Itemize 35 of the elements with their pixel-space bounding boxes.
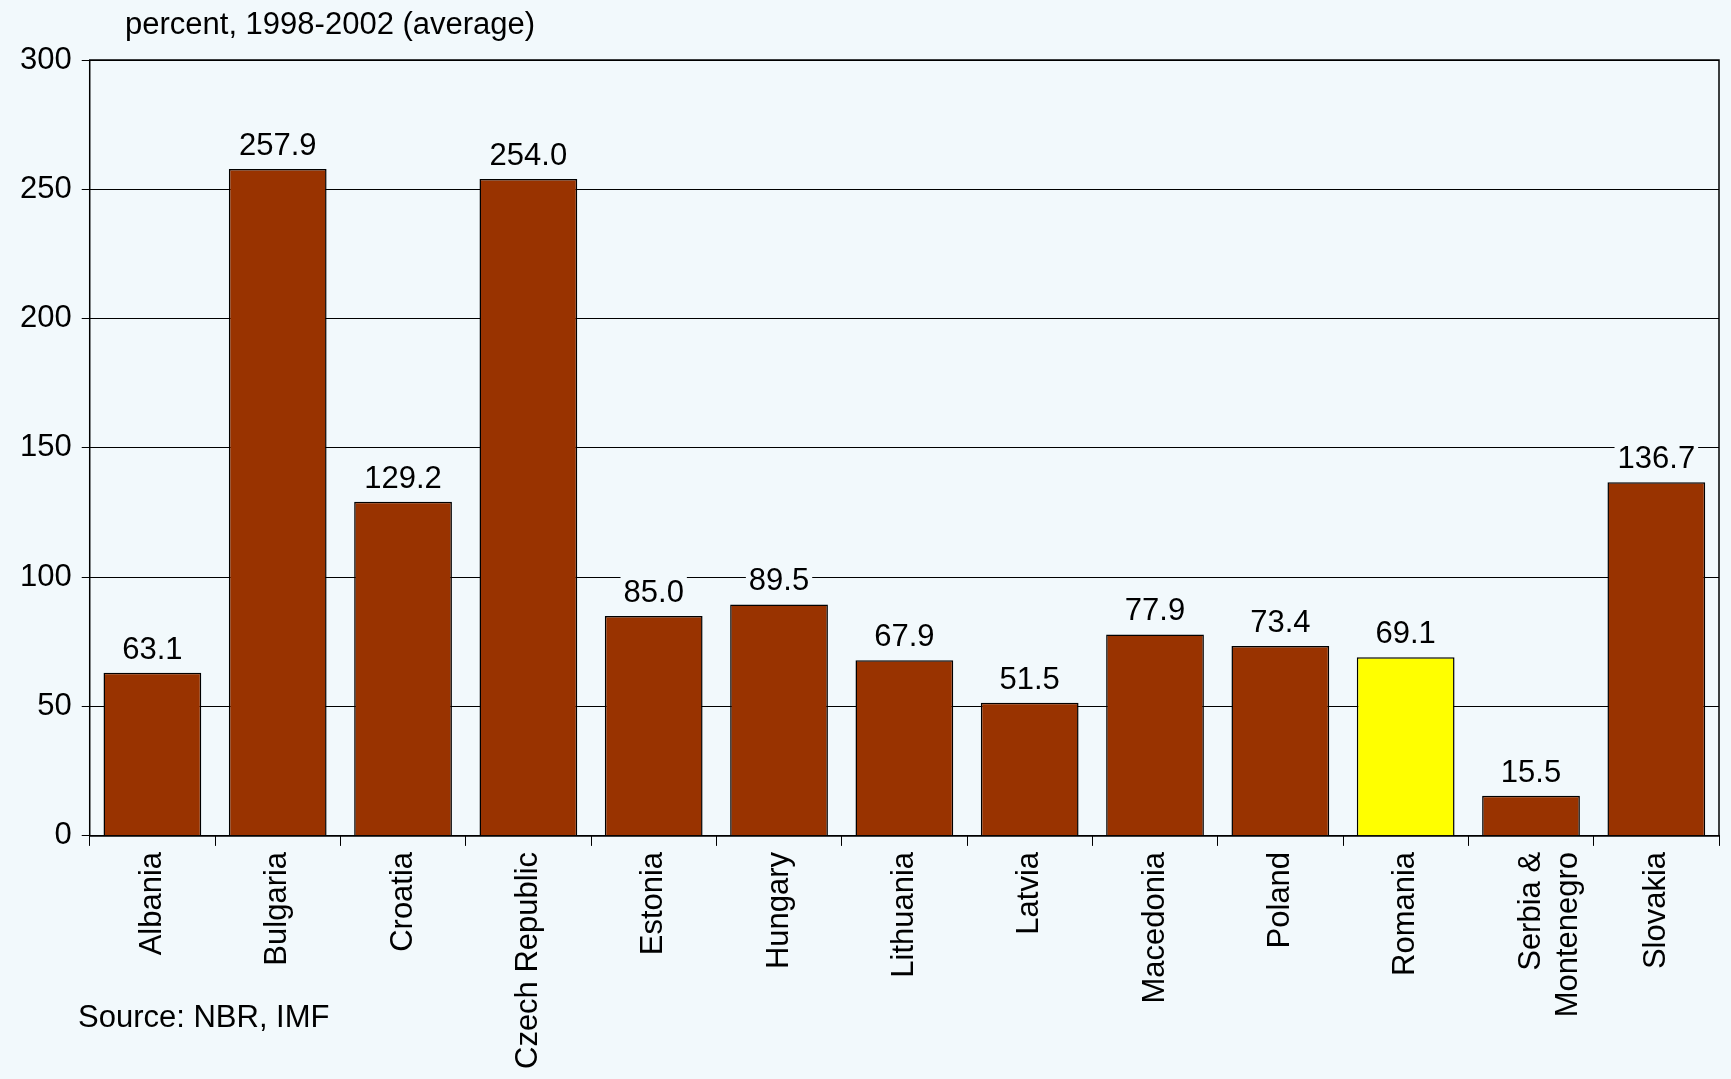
y-tick-label: 0 [54, 816, 72, 852]
data-label: 89.5 [748, 562, 810, 598]
data-label: 73.4 [1250, 604, 1311, 640]
data-label: 136.7 [1617, 440, 1696, 476]
y-tick-label: 300 [19, 40, 72, 76]
x-tick-label: Bulgaria [258, 851, 294, 966]
data-label: 85.0 [623, 574, 684, 610]
x-tick-label: Croatia [383, 851, 419, 952]
x-tick-label: Czech Republic [508, 851, 544, 1069]
x-tick-label: Serbia & Montenegro [1511, 851, 1584, 1018]
x-tick-label: Latvia [1010, 851, 1046, 935]
data-label: 63.1 [122, 630, 183, 666]
data-label: 67.9 [874, 618, 935, 654]
y-tick-label: 100 [19, 557, 72, 593]
y-tick-label: 150 [19, 428, 72, 464]
x-tick-label: Hungary [759, 851, 795, 970]
y-tick-label: 200 [19, 299, 72, 335]
x-tick-label: Macedonia [1135, 851, 1171, 1004]
x-tick-label: Romania [1386, 851, 1422, 976]
x-tick-label: Slovakia [1636, 851, 1672, 970]
x-tick-label: Albania [132, 851, 168, 956]
y-tick-label: 50 [37, 687, 72, 723]
data-label: 77.9 [1124, 592, 1186, 628]
data-label: 129.2 [364, 459, 442, 495]
data-label: 69.1 [1375, 615, 1436, 651]
y-axis-title: percent, 1998-2002 (average) [125, 6, 536, 41]
x-tick-label: Lithuania [884, 851, 920, 978]
data-label: 51.5 [999, 660, 1060, 696]
data-label: 257.9 [238, 126, 317, 162]
data-label: 254.0 [489, 136, 568, 172]
source-note: Source: NBR, IMF [78, 999, 330, 1034]
data-label: 15.5 [1500, 753, 1562, 789]
y-tick-label: 250 [19, 169, 72, 205]
x-tick-label: Poland [1260, 851, 1296, 949]
x-tick-label: Estonia [634, 851, 670, 956]
